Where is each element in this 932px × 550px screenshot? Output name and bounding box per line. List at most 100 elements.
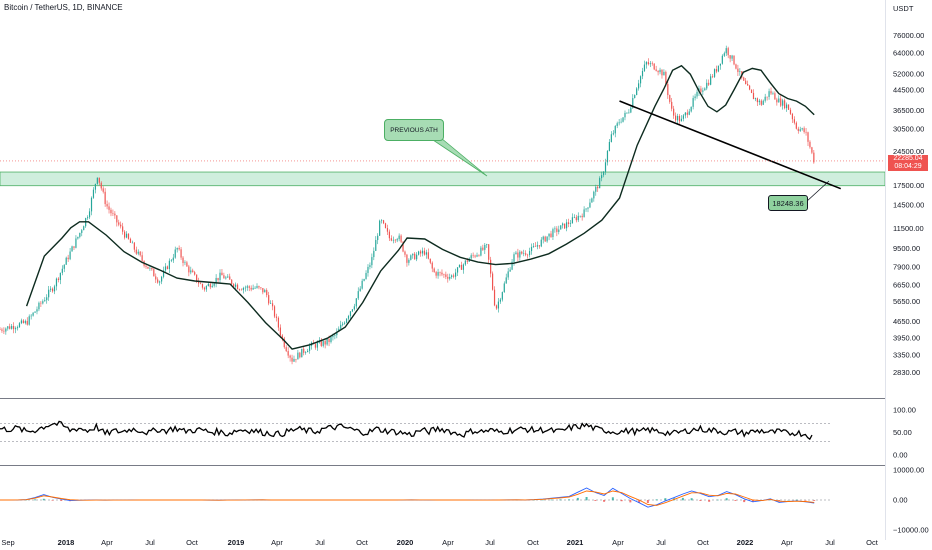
candle-body (614, 125, 616, 134)
candle-body (92, 189, 95, 198)
candle-body (377, 235, 379, 241)
value-box-pointer (805, 180, 830, 203)
y-tick-label: 14500.00 (893, 200, 924, 209)
candle-body (373, 250, 375, 258)
candle-body (577, 215, 579, 221)
candle-body (233, 284, 235, 287)
macd-histogram-bar (795, 499, 798, 501)
candle-body (414, 253, 416, 260)
candle-body (46, 297, 48, 301)
candle-body (262, 288, 264, 293)
candle-body (186, 262, 188, 267)
candle-body (77, 236, 79, 239)
candle-body (501, 292, 503, 300)
candle-body (127, 233, 130, 239)
candle-body (240, 289, 243, 291)
candle-body (199, 283, 202, 285)
candle-body (75, 238, 77, 248)
candle-body (760, 100, 762, 105)
trendline[interactable] (619, 100, 842, 190)
macd-y-axis: 10000.00 0.00 −10000.00 (893, 466, 929, 535)
candle-body (770, 91, 772, 94)
macd-histogram-bar (51, 500, 54, 501)
candle-body (162, 270, 165, 277)
candle-body (369, 265, 371, 267)
macd-histogram-bar (629, 500, 632, 503)
candle-body (540, 239, 542, 247)
candle-body (515, 252, 517, 255)
candle-body (147, 266, 149, 269)
candle-body (803, 128, 805, 132)
candle-body (192, 270, 194, 273)
y-tick-label: 76000.00 (893, 31, 924, 40)
candle-body (530, 246, 533, 252)
macd-y-tick-label: 10000.00 (893, 466, 924, 475)
macd-histogram-bar (646, 500, 649, 503)
macd-histogram-bar (42, 498, 45, 501)
candle-body (737, 68, 739, 72)
candle-body (425, 252, 427, 255)
candle-body (355, 298, 357, 307)
candle-body (447, 276, 449, 279)
rsi-panel[interactable] (0, 420, 830, 442)
macd-histogram-bar (743, 500, 746, 503)
candle-body (538, 245, 540, 247)
rsi-y-tick-label: 100.00 (893, 406, 916, 415)
candle-body (560, 225, 562, 230)
main-price-panel[interactable] (0, 45, 885, 365)
candle-body (133, 242, 135, 250)
previous-ath-callout[interactable]: PREVIOUS ATH (384, 119, 444, 141)
candle-body (40, 302, 42, 304)
candle-body (71, 246, 73, 252)
candle-body (464, 260, 466, 265)
time-axis[interactable]: Sep 2018 Apr Jul Oct 2019 Apr Jul Oct 2020 Apr Jul O… (1, 538, 878, 547)
candle-body (774, 93, 776, 100)
candle-body (412, 253, 414, 256)
previous-ath-zone[interactable] (0, 171, 885, 187)
y-tick-label: 2830.00 (893, 368, 920, 377)
candle-body (750, 89, 753, 93)
level-value-box[interactable]: 18248.36 (768, 195, 808, 211)
x-tick-label: 2019 (228, 538, 245, 547)
candle-body (197, 281, 200, 284)
candle-body (708, 82, 710, 85)
candle-body (342, 323, 344, 325)
candle-body (583, 209, 585, 218)
candle-body (250, 287, 252, 290)
candle-body (437, 272, 439, 276)
moving-average-line (25, 64, 815, 350)
candle-body (762, 100, 764, 105)
candle-body (379, 220, 381, 236)
candle-body (324, 341, 326, 345)
candle-body (381, 220, 383, 221)
candle-body (289, 355, 291, 358)
candle-body (458, 264, 461, 268)
candle-body (338, 328, 340, 332)
candle-body (575, 217, 577, 221)
candle-body (811, 147, 813, 153)
candle-body (490, 259, 492, 274)
candle-body (375, 240, 377, 251)
candle-body (673, 108, 675, 116)
candle-body (357, 291, 359, 299)
candle-body (548, 233, 550, 237)
candle-body (384, 223, 387, 229)
candle-body (277, 317, 280, 328)
candle-body (618, 122, 620, 124)
macd-histogram-bar (699, 500, 702, 501)
candle-body (221, 272, 223, 276)
candle-body (639, 76, 642, 84)
main-y-axis[interactable]: 76000.00 64000.00 52000.00 44500.00 36500.00… (893, 31, 924, 377)
x-tick-label: Apr (101, 538, 113, 547)
candle-body (659, 69, 661, 73)
candle-body (682, 115, 684, 119)
candle-body (567, 222, 570, 224)
candle-body (795, 122, 797, 129)
candle-body (371, 257, 373, 266)
candle-body (421, 250, 424, 254)
candle-body (643, 64, 646, 71)
candle-body (731, 55, 733, 59)
macd-panel[interactable] (0, 487, 830, 508)
candle-body (579, 215, 581, 217)
candle-body (88, 211, 91, 218)
